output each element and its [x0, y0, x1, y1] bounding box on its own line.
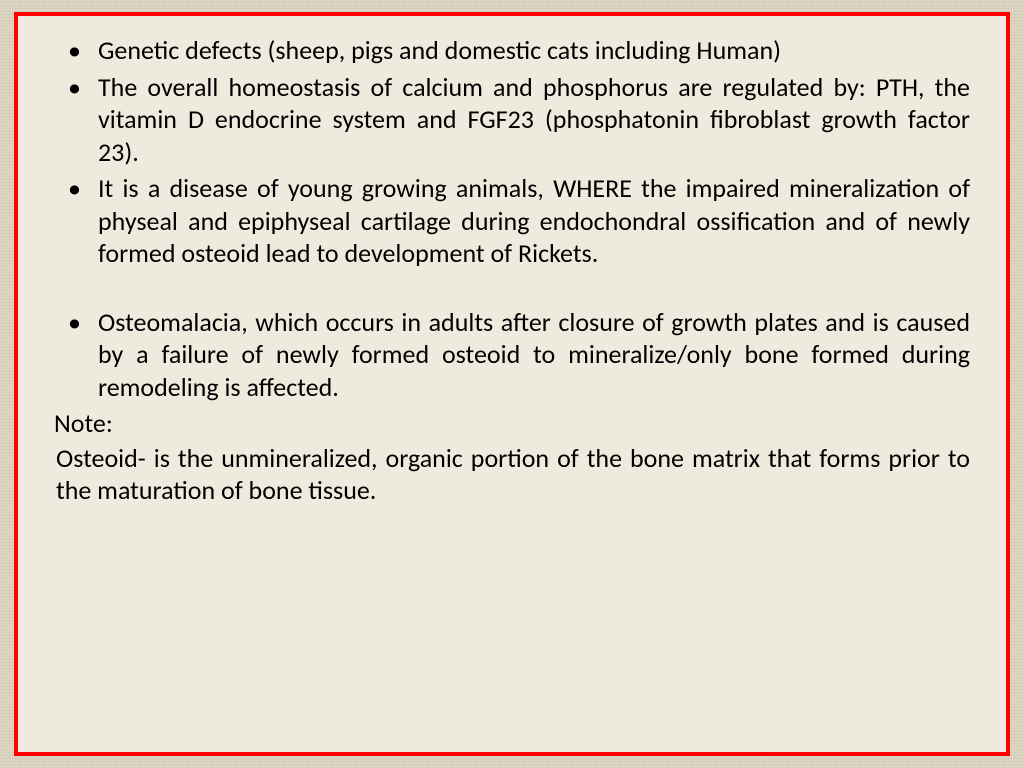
slide-frame: Genetic defects (sheep, pigs and domesti…: [14, 12, 1010, 756]
bullet-text: It is a disease of young growing animals…: [98, 172, 970, 269]
bullet-list: Genetic defects (sheep, pigs and domesti…: [54, 34, 970, 403]
bullet-item: The overall homeostasis of calcium and p…: [54, 71, 970, 169]
note-label: Note:: [54, 407, 970, 440]
slide-content: Genetic defects (sheep, pigs and domesti…: [54, 34, 970, 507]
bullet-text: Osteomalacia, which occurs in adults aft…: [98, 306, 970, 403]
bullet-item: Genetic defects (sheep, pigs and domesti…: [54, 34, 970, 67]
bullet-text: Genetic defects (sheep, pigs and domesti…: [98, 34, 781, 66]
bullet-text: The overall homeostasis of calcium and p…: [98, 71, 970, 168]
bullet-item: It is a disease of young growing animals…: [54, 172, 970, 270]
note-body: Osteoid- is the unmineralized, organic p…: [54, 442, 970, 507]
bullet-item: Osteomalacia, which occurs in adults aft…: [54, 306, 970, 404]
